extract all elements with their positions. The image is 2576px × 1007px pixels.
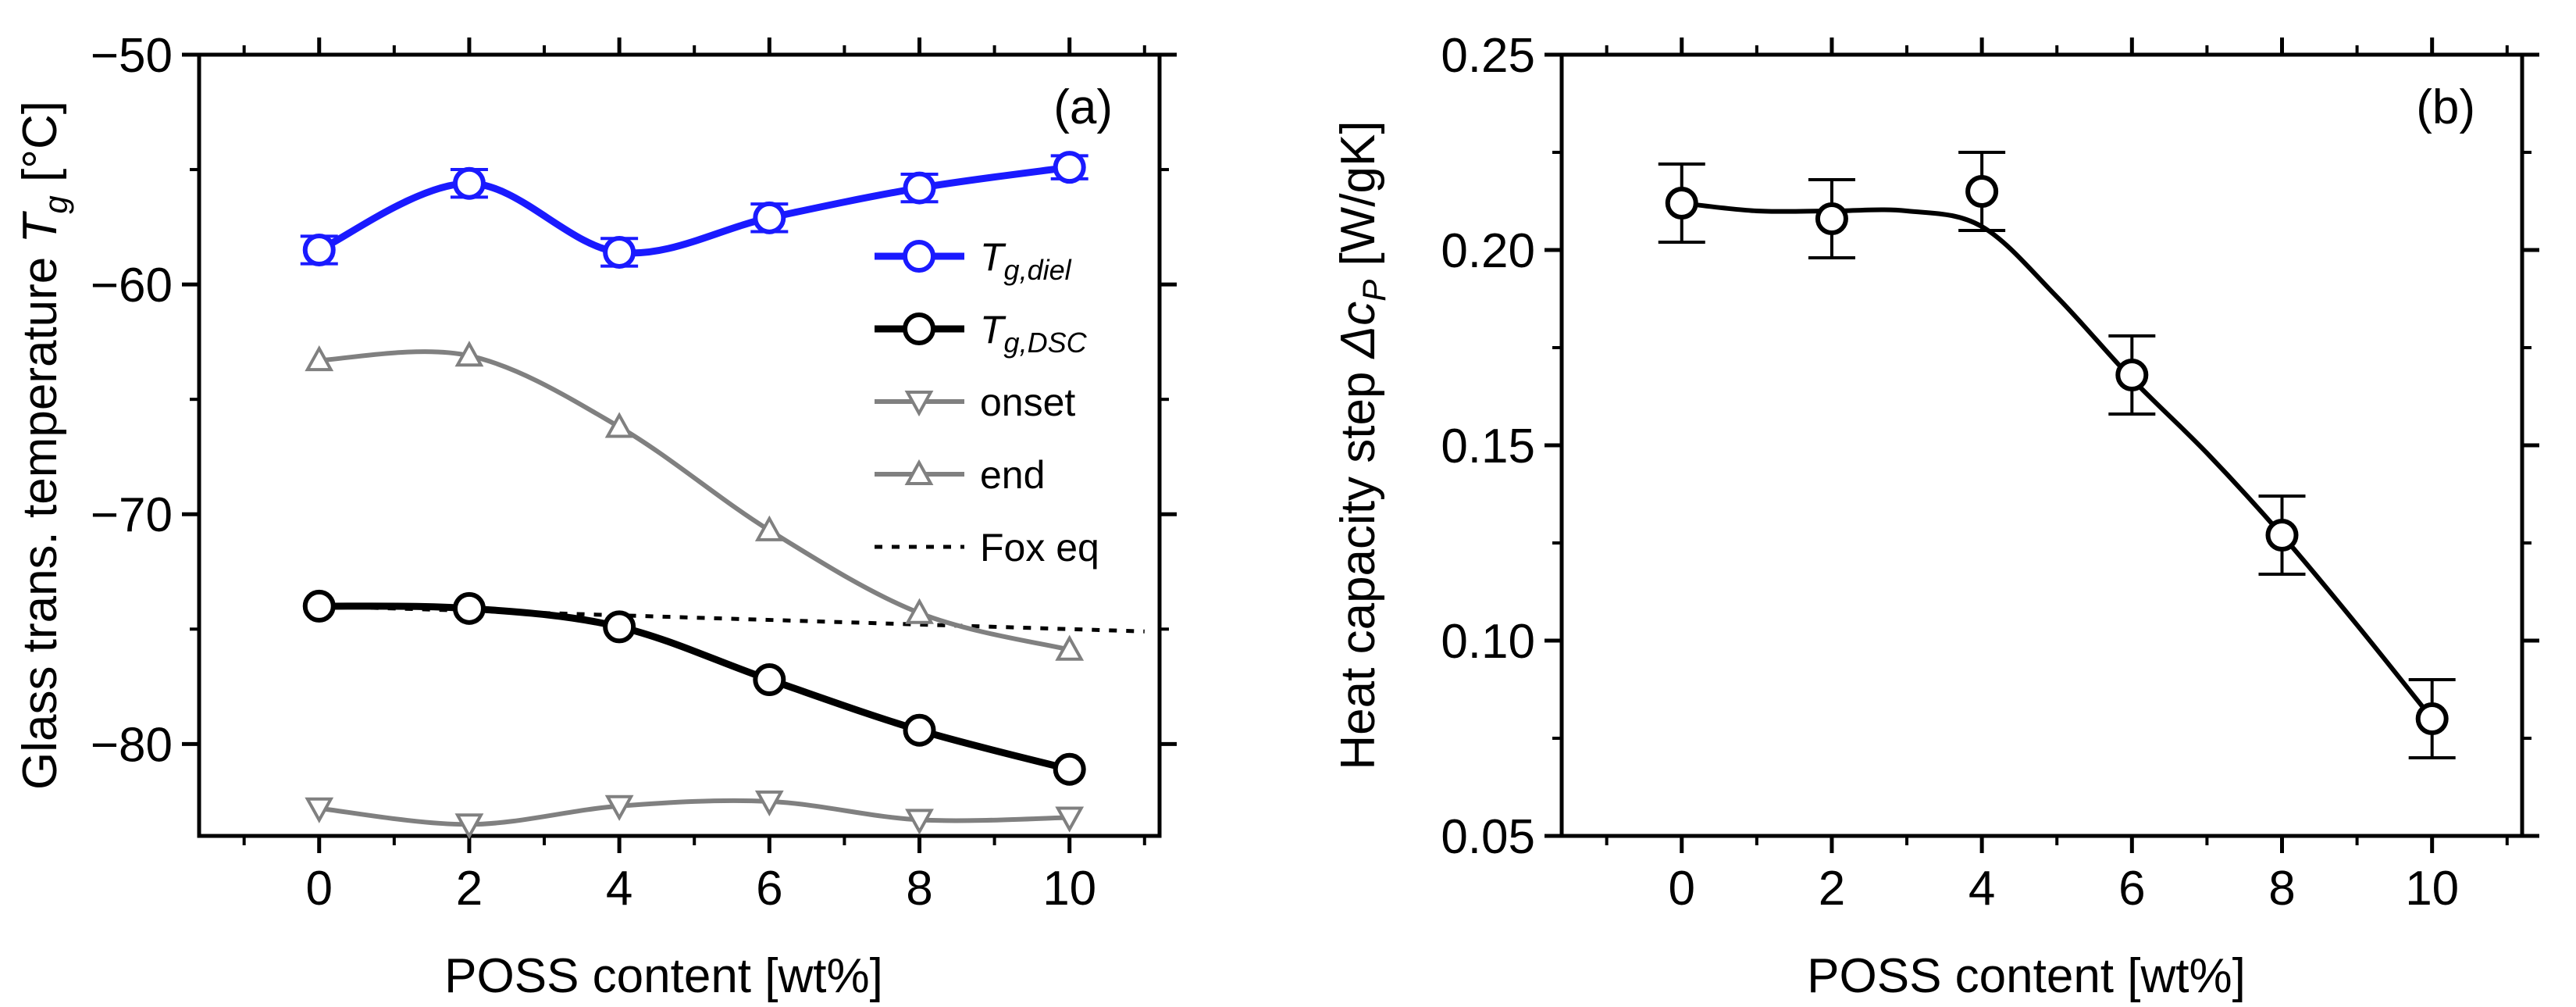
x-tick-label: 10 [1042,862,1096,916]
delta-cp-point [2415,702,2449,735]
end-point [905,598,934,624]
onset-point [454,813,484,840]
y-tick-label: 0.05 [1441,810,1535,864]
onset-point [754,790,784,817]
tg-dsc-point [302,589,336,623]
y-tick-label: −50 [91,29,173,83]
x-tick-label: 6 [2118,862,2145,916]
x-tick-label: 8 [2268,862,2295,916]
panel-label-b: (b) [2416,80,2475,134]
y-axis-title: Heat capacity step ΔcP [W/gK] [1331,120,1392,770]
onset-point [305,797,334,823]
legend-marker [904,459,934,485]
delta-cp-point [1815,202,1848,235]
x-tick-label: 6 [756,862,782,916]
end-point [454,341,484,367]
y-tick-label: 0.15 [1441,420,1535,473]
y-tick-label: −80 [91,718,173,772]
panel-b: 0 2 4 6 8 10 0.05 0.10 0.15 0.20 0.25 (b) POSS conte… [1331,29,2539,1003]
x-tick-label: 8 [906,862,932,916]
y-tick-label: −70 [91,488,173,542]
x-tick-label: 10 [2405,862,2459,916]
legend-label: end [980,453,1045,497]
y-tick-label: 0.20 [1441,224,1535,278]
onset-line [319,798,1070,827]
panel-label-a: (a) [1053,80,1113,134]
x-tick-label: 4 [1969,862,1995,916]
delta-cp-point [2265,519,2299,552]
end-point [305,345,334,372]
x-tick-label: 0 [306,862,333,916]
tg-diel-point [452,166,486,200]
legend-marker [903,312,935,345]
tg-dsc-point [603,610,636,644]
panel-a: 0 2 4 6 8 10 −80 −70 −60 −50 (a) POSS content [wt%]… [13,29,1177,1003]
x-tick-label: 2 [1819,862,1845,916]
delta-cp-point [2115,359,2149,391]
tg-dsc-point [1053,752,1086,786]
legend-marker [904,391,934,417]
x-axis-title: POSS content [wt%] [444,949,883,1003]
end-line [319,349,1071,652]
plot-frame [197,52,1162,838]
end-point [1055,634,1085,661]
y-axis-title: Glass trans. temperature Tg [°C] [13,101,74,790]
fit-curve [1681,201,2435,720]
legend-marker [903,240,935,273]
onset-point [1055,806,1085,833]
legend-label: Tg,diel [980,235,1072,286]
tg-diel-point [903,171,936,205]
y-tick-label: 0.25 [1441,29,1535,83]
end-point [604,412,634,438]
tg-diel-point [302,234,336,266]
plot-frame [1559,52,2524,838]
end-point [754,515,784,541]
legend-label: Tg,DSC [980,308,1088,359]
tg-dsc-line [319,602,1071,773]
tg-diel-point [753,201,786,234]
legend-label: onset [980,380,1075,424]
onset-point [905,809,934,835]
tg-diel-point [603,235,636,269]
y-tick-label: 0.10 [1441,615,1535,669]
x-tick-label: 4 [606,862,632,916]
delta-cp-point [1965,175,1999,208]
tg-diel-point [1053,151,1086,184]
x-tick-label: 0 [1669,862,1695,916]
x-tick-label: 2 [456,862,483,916]
onset-point [604,795,634,821]
delta-cp-point [1665,187,1698,220]
legend-label: Fox eq [980,526,1099,570]
y-tick-label: −60 [91,259,173,312]
tg-dsc-point [452,591,486,625]
x-axis-title: POSS content [wt%] [1807,949,2246,1003]
tg-diel-line [317,163,1071,257]
tg-dsc-point [753,663,786,696]
tg-dsc-point [903,713,936,747]
